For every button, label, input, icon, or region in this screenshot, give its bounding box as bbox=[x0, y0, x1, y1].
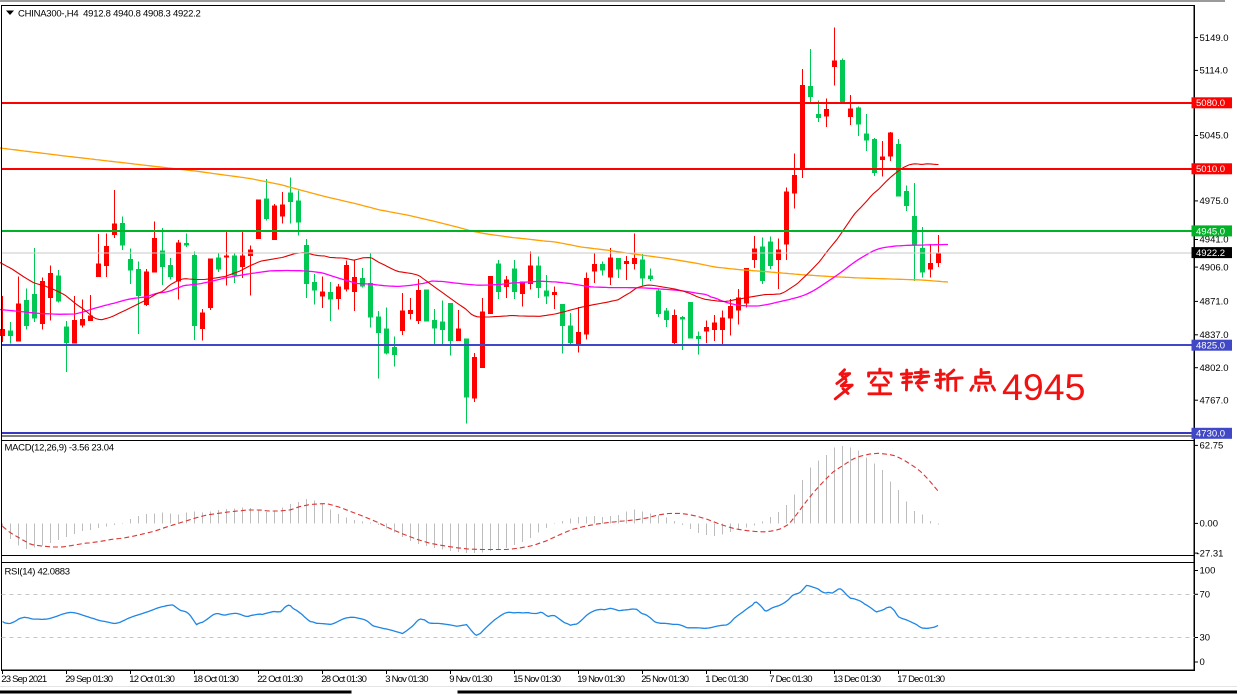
svg-text:4871.0: 4871.0 bbox=[1200, 297, 1229, 308]
svg-text:9 Nov 01:30: 9 Nov 01:30 bbox=[449, 674, 492, 685]
svg-text:70: 70 bbox=[1200, 590, 1211, 601]
svg-text:5114.0: 5114.0 bbox=[1200, 66, 1228, 77]
svg-text:1 Dec 01:30: 1 Dec 01:30 bbox=[705, 674, 748, 685]
svg-text:19 Nov 01:30: 19 Nov 01:30 bbox=[577, 674, 624, 685]
svg-text:3 Nov 01:30: 3 Nov 01:30 bbox=[385, 674, 428, 685]
svg-text:4730.0: 4730.0 bbox=[1196, 429, 1225, 440]
svg-text:0.00: 0.00 bbox=[1200, 519, 1219, 530]
svg-text:4837.0: 4837.0 bbox=[1200, 330, 1229, 341]
svg-text:15 Nov 01:30: 15 Nov 01:30 bbox=[513, 674, 560, 685]
svg-text:4945: 4945 bbox=[1002, 366, 1085, 408]
svg-text:22 Oct 01:30: 22 Oct 01:30 bbox=[257, 674, 302, 685]
svg-text:4906.0: 4906.0 bbox=[1200, 262, 1229, 273]
svg-text:-27.31: -27.31 bbox=[1197, 548, 1224, 559]
svg-text:MACD(12,26,9) -3.56 23.04: MACD(12,26,9) -3.56 23.04 bbox=[5, 443, 114, 454]
svg-text:4945.0: 4945.0 bbox=[1196, 226, 1225, 237]
svg-text:CHINA300-,H4 4912.8 4940.8 49: CHINA300-,H4 4912.8 4940.8 4908.3 4922.2 bbox=[18, 9, 201, 20]
svg-text:4767.0: 4767.0 bbox=[1200, 395, 1229, 406]
svg-text:RSI(14) 42.0883: RSI(14) 42.0883 bbox=[5, 567, 70, 578]
svg-text:25 Nov 01:30: 25 Nov 01:30 bbox=[641, 674, 688, 685]
svg-text:5045.0: 5045.0 bbox=[1200, 131, 1229, 142]
svg-text:4975.0: 4975.0 bbox=[1200, 196, 1229, 207]
svg-text:4922.2: 4922.2 bbox=[1196, 248, 1225, 259]
svg-text:4802.0: 4802.0 bbox=[1200, 363, 1229, 374]
svg-text:0: 0 bbox=[1200, 657, 1205, 668]
svg-text:4941.0: 4941.0 bbox=[1200, 235, 1229, 246]
svg-text:4825.0: 4825.0 bbox=[1196, 341, 1225, 352]
svg-text:23 Sep 2021: 23 Sep 2021 bbox=[1, 674, 47, 685]
svg-text:28 Oct 01:30: 28 Oct 01:30 bbox=[321, 674, 366, 685]
svg-text:100: 100 bbox=[1200, 566, 1216, 577]
svg-text:13 Dec 01:30: 13 Dec 01:30 bbox=[833, 674, 880, 685]
svg-text:62.75: 62.75 bbox=[1200, 441, 1224, 452]
svg-text:30: 30 bbox=[1200, 633, 1211, 644]
svg-text:5010.0: 5010.0 bbox=[1196, 164, 1225, 175]
svg-text:29 Sep 01:30: 29 Sep 01:30 bbox=[65, 674, 112, 685]
svg-text:12 Oct 01:30: 12 Oct 01:30 bbox=[129, 674, 174, 685]
svg-text:5080.0: 5080.0 bbox=[1196, 98, 1225, 109]
svg-text:17 Dec 01:30: 17 Dec 01:30 bbox=[897, 674, 944, 685]
svg-text:7 Dec 01:30: 7 Dec 01:30 bbox=[769, 674, 812, 685]
svg-text:18 Oct 01:30: 18 Oct 01:30 bbox=[193, 674, 238, 685]
svg-text:5149.0: 5149.0 bbox=[1200, 33, 1229, 44]
